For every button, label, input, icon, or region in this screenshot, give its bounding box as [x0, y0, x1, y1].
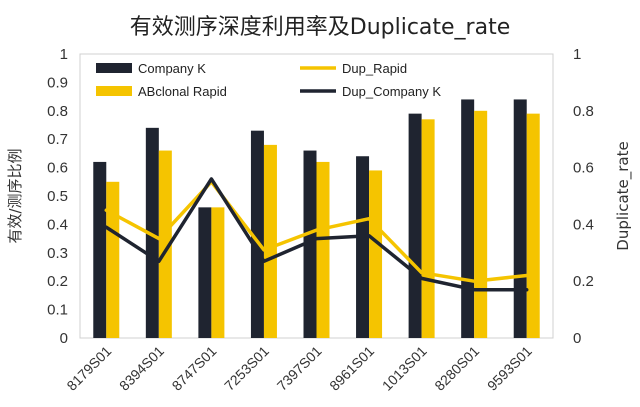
left-tick-label: 0.5 — [47, 188, 68, 205]
right-tick-label: 0.4 — [573, 216, 594, 233]
category-label: 8394S01 — [116, 343, 167, 394]
bar-abclonal-rapid — [526, 113, 540, 338]
category-labels: 8179S01 8394S01 8747S01 7253S01 7397S01 8961S… — [63, 343, 535, 394]
bar-company-k — [461, 99, 475, 338]
left-tick-label: 0.8 — [47, 103, 68, 120]
category-label: 8280S01 — [431, 343, 482, 394]
right-tick-label: 0 — [573, 330, 581, 347]
bar-abclonal-rapid — [211, 207, 225, 338]
category-label: 8747S01 — [169, 343, 220, 394]
bar-company-k — [356, 156, 370, 338]
right-tick-label: 1 — [573, 46, 581, 63]
chart-title: 有效测序深度利用率及Duplicate_rate — [130, 15, 511, 40]
category-label: 8179S01 — [63, 343, 114, 394]
legend-label: ABclonal Rapid — [138, 84, 227, 99]
right-tick-label: 0.8 — [573, 103, 594, 120]
line-dup-rapid — [104, 180, 529, 283]
left-tick-label: 0.7 — [47, 131, 68, 148]
left-tick-label: 0.1 — [47, 302, 68, 319]
bar-abclonal-rapid — [263, 144, 277, 338]
right-axis-ticks: 0 0.2 0.4 0.6 0.8 1 — [573, 46, 594, 347]
left-tick-label: 1 — [60, 46, 68, 63]
bar-company-k — [145, 127, 159, 338]
bar-company-k — [250, 130, 264, 338]
lines — [104, 177, 529, 292]
legend: Company K Dup_Rapid ABclonal Rapid Dup_Comp… — [96, 61, 441, 99]
bar-company-k — [93, 161, 107, 338]
left-tick-label: 0.3 — [47, 245, 68, 262]
bar-company-k — [408, 113, 422, 338]
category-label: 7397S01 — [274, 343, 325, 394]
right-tick-label: 0.6 — [573, 160, 594, 177]
left-tick-label: 0.6 — [47, 160, 68, 177]
bar-abclonal-rapid — [474, 110, 488, 338]
line-dup-company-k — [104, 177, 529, 292]
left-tick-label: 0.9 — [47, 74, 68, 91]
legend-label: Dup_Company K — [342, 84, 441, 99]
right-tick-label: 0.2 — [573, 273, 594, 290]
legend-swatch — [96, 86, 132, 96]
legend-label: Dup_Rapid — [342, 61, 407, 76]
bar-company-k — [198, 207, 212, 338]
left-tick-label: 0.4 — [47, 216, 68, 233]
left-tick-label: 0 — [60, 330, 68, 347]
left-tick-label: 0.2 — [47, 273, 68, 290]
category-label: 8961S01 — [326, 343, 377, 394]
bar-company-k — [303, 150, 317, 338]
legend-swatch — [96, 63, 132, 73]
y-axis-label: 有效/测序比例 — [6, 148, 24, 243]
y2-axis-label: Duplicate_rate — [614, 141, 633, 250]
left-axis-ticks: 0 0.1 0.2 0.3 0.4 0.5 0.6 0.7 0.8 0.9 1 — [47, 46, 68, 347]
category-label: 7253S01 — [221, 343, 272, 394]
bar-company-k — [513, 99, 527, 338]
bars — [93, 99, 540, 338]
bar-abclonal-rapid — [316, 161, 330, 338]
category-label: 1013S01 — [379, 343, 430, 394]
bar-abclonal-rapid — [369, 170, 383, 338]
bar-abclonal-rapid — [421, 119, 435, 338]
legend-label: Company K — [138, 61, 206, 76]
category-label: 9593S01 — [484, 343, 535, 394]
bar-abclonal-rapid — [158, 150, 172, 338]
bar-abclonal-rapid — [106, 181, 120, 338]
